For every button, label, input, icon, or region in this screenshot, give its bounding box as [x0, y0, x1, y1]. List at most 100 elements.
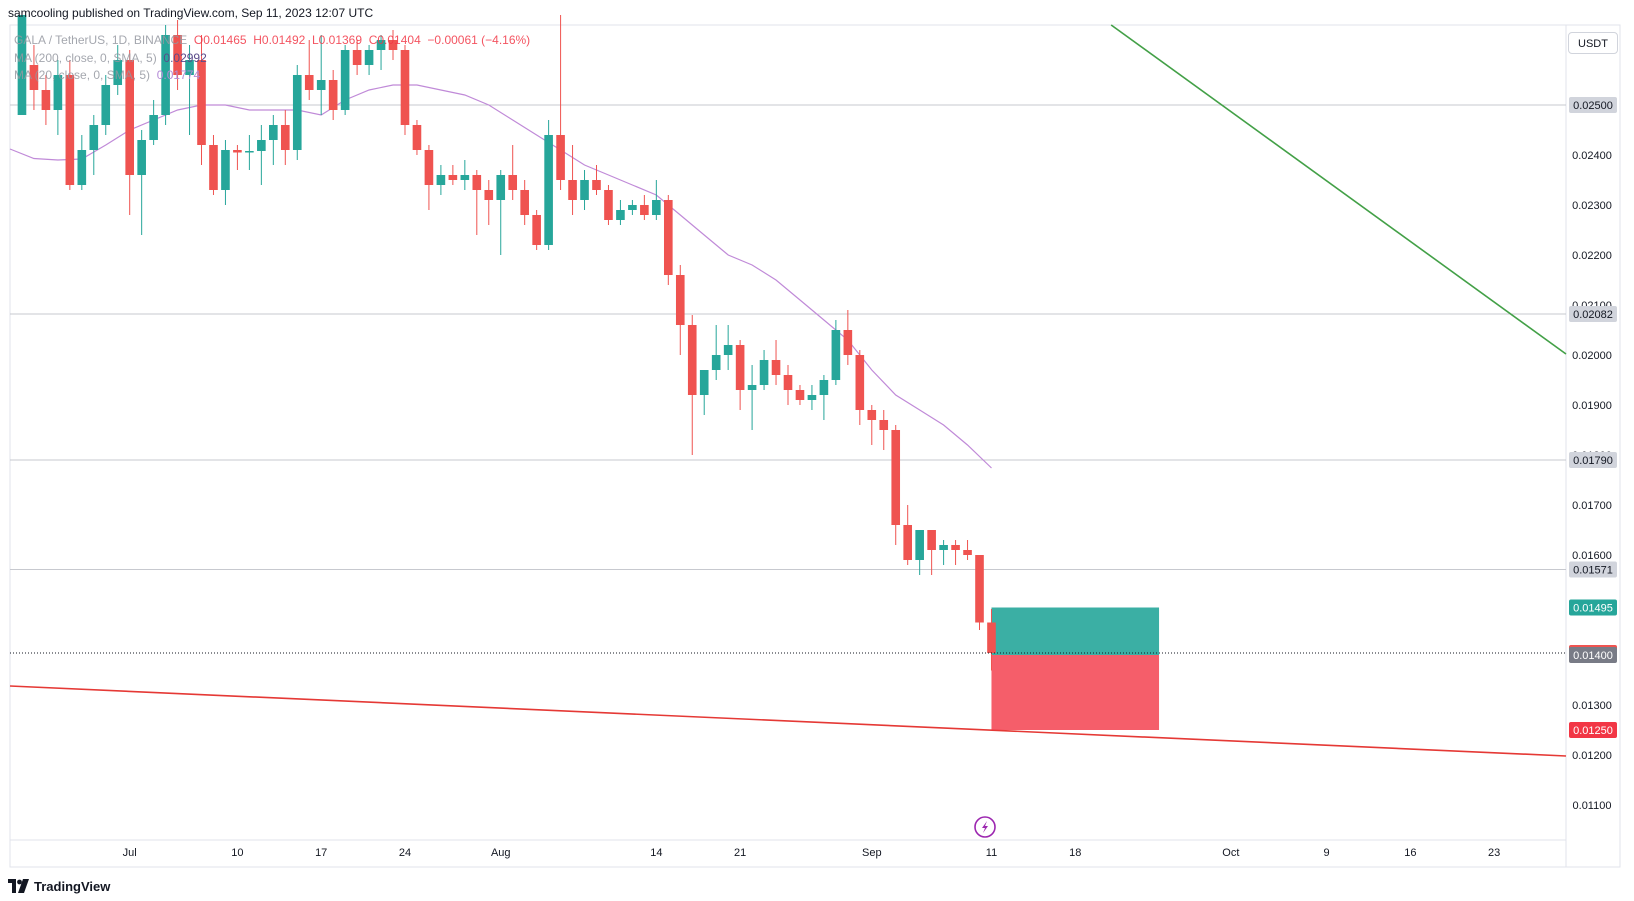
candle[interactable] [149, 100, 158, 145]
currency-unit-button[interactable]: USDT [1568, 32, 1618, 54]
candle[interactable] [675, 265, 685, 355]
candle[interactable] [41, 75, 51, 125]
candle[interactable] [723, 325, 733, 370]
candle[interactable] [891, 425, 901, 545]
candle[interactable] [771, 340, 781, 385]
candle[interactable] [580, 170, 589, 210]
candle[interactable] [520, 180, 529, 225]
candle[interactable] [400, 45, 410, 135]
candle[interactable] [197, 35, 206, 165]
candle[interactable] [795, 385, 805, 405]
resistance-trendline[interactable] [1110, 24, 1567, 355]
candle[interactable] [783, 365, 793, 405]
candle[interactable] [65, 60, 75, 190]
candle[interactable] [412, 120, 422, 155]
candle[interactable] [496, 170, 506, 255]
candle[interactable] [376, 35, 386, 70]
candle[interactable] [831, 320, 841, 385]
candle[interactable] [759, 350, 769, 390]
candle[interactable] [687, 315, 697, 455]
price-tick-label: 0.01200 [1572, 750, 1612, 762]
candle[interactable] [221, 140, 230, 205]
candle[interactable] [209, 135, 218, 195]
candle[interactable] [304, 40, 314, 100]
candle[interactable] [185, 45, 194, 135]
candle[interactable] [556, 15, 565, 190]
candle[interactable] [328, 70, 338, 120]
flash-icon[interactable] [974, 816, 996, 838]
candle[interactable] [364, 45, 374, 75]
candle[interactable] [735, 340, 745, 410]
candle[interactable] [532, 210, 541, 250]
candle[interactable] [951, 540, 960, 565]
candle[interactable] [568, 145, 577, 215]
tradingview-logo[interactable]: TradingView [8, 877, 110, 895]
stop-zone[interactable] [991, 655, 1160, 730]
candle[interactable] [807, 385, 817, 410]
candle[interactable] [652, 180, 661, 220]
candle[interactable] [927, 530, 936, 575]
candle[interactable] [316, 35, 326, 115]
candle[interactable] [855, 350, 865, 425]
candle[interactable] [640, 195, 649, 220]
candle[interactable] [280, 110, 290, 165]
candle[interactable] [113, 45, 123, 95]
candle[interactable] [460, 160, 470, 190]
candle[interactable] [352, 40, 362, 75]
candle[interactable] [173, 20, 182, 90]
candle[interactable] [819, 375, 829, 420]
candle[interactable] [53, 60, 63, 135]
candle[interactable] [388, 30, 398, 60]
candle[interactable] [89, 115, 99, 175]
candle[interactable] [161, 25, 170, 125]
candle[interactable] [137, 130, 146, 235]
candle[interactable] [915, 530, 924, 575]
candle[interactable] [484, 180, 494, 225]
candle[interactable] [245, 135, 254, 170]
candle-body [292, 75, 302, 150]
legend-ma20-label[interactable]: MA (20, close, 0, SMA, 5) [14, 68, 151, 82]
candle[interactable] [101, 75, 111, 135]
candle[interactable] [77, 135, 87, 190]
candle[interactable] [125, 50, 135, 215]
candle[interactable] [257, 125, 266, 185]
candle[interactable] [292, 65, 302, 160]
candle-body [556, 135, 565, 180]
candle[interactable] [711, 325, 721, 380]
candle-body [723, 345, 733, 355]
candle[interactable] [544, 120, 553, 250]
candle[interactable] [29, 45, 39, 110]
legend-symbol[interactable]: GALA / TetherUS, 1D, BINANCE [14, 33, 188, 47]
candle[interactable] [604, 185, 613, 225]
candle[interactable] [747, 365, 757, 430]
candle[interactable] [867, 405, 877, 445]
candle[interactable] [616, 200, 625, 225]
candle[interactable] [987, 609, 996, 671]
candle[interactable] [592, 165, 601, 195]
candle[interactable] [233, 145, 242, 170]
candle-body [903, 525, 913, 560]
target-zone[interactable] [991, 607, 1160, 656]
candle[interactable] [628, 200, 637, 215]
candle[interactable] [17, 15, 27, 115]
support-trendline[interactable] [9, 685, 1567, 757]
candle[interactable] [663, 195, 673, 285]
long-position-tool[interactable] [991, 607, 1160, 731]
candle[interactable] [903, 505, 913, 565]
candle[interactable] [508, 145, 518, 200]
tradingview-logo-icon [8, 879, 29, 893]
candle[interactable] [939, 540, 948, 565]
candle[interactable] [424, 145, 434, 210]
candle[interactable] [269, 115, 278, 165]
legend-ma200-label[interactable]: MA (200, close, 0, SMA, 5) [14, 51, 157, 65]
candle[interactable] [975, 555, 984, 630]
candle[interactable] [472, 170, 482, 235]
candle[interactable] [436, 165, 446, 195]
candle[interactable] [843, 310, 853, 365]
candle[interactable] [340, 45, 350, 115]
candle[interactable] [879, 410, 889, 450]
candle[interactable] [699, 370, 709, 415]
candle[interactable] [963, 540, 972, 560]
candle[interactable] [448, 165, 458, 185]
